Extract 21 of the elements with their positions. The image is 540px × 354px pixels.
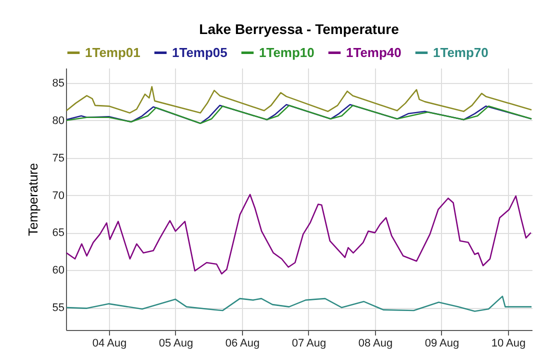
legend-label: 1Temp01	[85, 44, 140, 60]
x-tick-label: 08 Aug	[358, 338, 393, 350]
y-tick-label: 60	[52, 264, 64, 277]
y-tick-label: 75	[52, 152, 64, 164]
x-tick-label: 05 Aug	[158, 338, 194, 350]
x-tick-label: 04 Aug	[92, 338, 127, 350]
legend-label: 1Temp10	[259, 44, 314, 60]
x-tick-label: 07 Aug	[292, 338, 326, 350]
y-tick-label: 70	[52, 190, 64, 202]
x-tick-label: 06 Aug	[225, 338, 260, 350]
chart-title: Lake Berryessa - Temperature	[199, 21, 400, 37]
y-tick-label: 65	[52, 227, 64, 240]
y-axis-title: Temperature	[25, 163, 40, 236]
y-tick-label: 80	[52, 114, 64, 127]
y-tick-label: 55	[52, 302, 64, 314]
legend-label: 1Temp70	[433, 44, 488, 60]
x-tick-label: 10 Aug	[491, 338, 526, 350]
x-tick-label: 09 Aug	[424, 338, 460, 350]
y-tick-label: 85	[52, 77, 64, 90]
legend-label: 1Temp05	[172, 44, 228, 60]
legend-label: 1Temp40	[346, 44, 402, 60]
